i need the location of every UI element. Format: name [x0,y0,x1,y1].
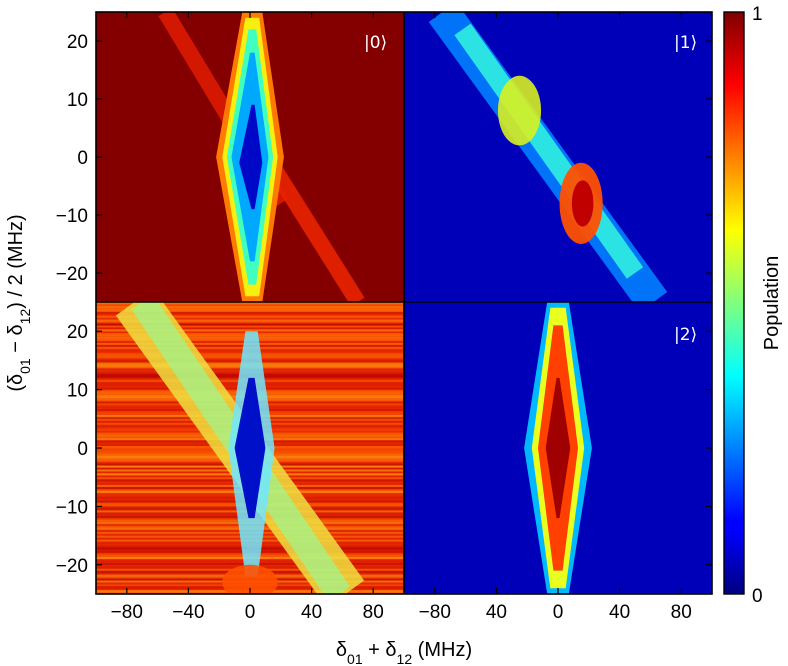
y-tick-label: 0 [77,148,88,169]
diamond-core [234,377,266,519]
noise-stripe [96,313,404,317]
colorbar-max-label: 1 [752,4,763,25]
axis-ticks: −80 −40 0 40 80 −80 40 0 40 80 20 10 0 −10 −20 20 10 0 −10… [56,12,712,623]
peak-core [571,180,594,227]
x-axis-label-part: δ [336,639,347,661]
colorbar-gradient [723,11,745,595]
noise-stripe [96,307,404,311]
state-label-2: |2⟩ [674,325,697,345]
x-tick-label: 40 [486,602,507,623]
noise-stripe [96,319,404,322]
panel-frames [95,11,713,595]
noise-stripe [96,303,404,307]
x-tick-label: −80 [419,602,451,623]
noise-stripe [96,309,404,313]
y-tick-label: 20 [67,32,88,53]
x-tick-label: −80 [111,602,143,623]
noise-stripe [96,317,404,320]
x-tick-label: 80 [363,602,384,623]
bottom-hotspot [222,564,278,594]
y-tick-label: −10 [56,497,88,518]
y-tick-label: 10 [67,90,88,111]
x-tick-label: 40 [609,602,630,623]
noise-stripe [96,302,404,305]
y-tick-label: −20 [56,264,88,285]
panel-bottom-right [404,302,712,594]
y-tick-label: −20 [56,556,88,577]
colorbar: 1 0 Population [723,4,783,607]
colorbar-label: Population [761,256,783,351]
y-axis-label-part: (δ [5,374,27,392]
x-axis-label-subscript: 12 [397,651,413,666]
panel-bottom-left [96,302,404,594]
x-tick-label: −40 [172,602,204,623]
y-axis-label: (δ01 − δ12) / 2 (MHz) [5,214,33,391]
y-axis-label-subscript: 01 [17,358,33,374]
diamond-core [545,377,571,519]
y-axis-label-subscript: 12 [17,309,33,325]
noise-stripe [96,321,404,324]
x-tick-label: 40 [301,602,322,623]
x-axis-label: δ01 + δ12 (MHz) [336,639,472,666]
colorbar-min-label: 0 [752,586,763,607]
noise-stripe [96,329,404,332]
y-tick-label: 0 [77,439,88,460]
band-bright-upper [497,75,542,146]
noise-stripe [96,315,404,318]
noise-stripe [96,325,404,328]
x-axis-label-subscript: 01 [347,651,363,666]
panel-top-left [96,12,404,302]
y-tick-label: 20 [67,322,88,343]
y-axis-label-part: ) / 2 (MHz) [5,214,27,308]
y-tick-label: 10 [67,381,88,402]
diamond-core [239,104,263,210]
x-tick-label: 80 [671,602,692,623]
noise-stripe [96,311,404,315]
y-tick-label: −10 [56,206,88,227]
y-axis-label-part: − δ [5,324,27,358]
noise-stripe [96,327,404,330]
x-tick-label: 0 [245,602,256,623]
noise-stripe [96,305,404,309]
state-label-0: |0⟩ [364,33,387,53]
x-tick-label: 0 [553,602,564,623]
x-axis-label-part: + δ [363,639,397,661]
state-label-1: |1⟩ [674,33,697,53]
panel-top-right [404,12,712,302]
x-axis-label-part: (MHz) [412,639,472,661]
noise-stripe [96,323,404,326]
heatmap-panels [96,12,712,594]
diagonal-band-inner [454,23,644,279]
state-labels: |0⟩ |1⟩ |2⟩ [364,33,697,345]
